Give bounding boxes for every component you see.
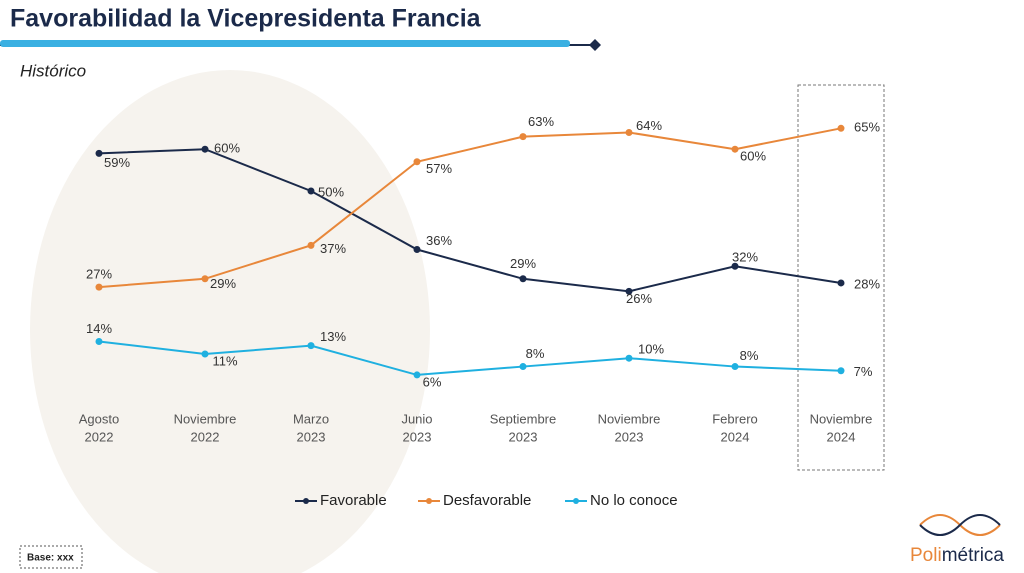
logo: Polimétrica (910, 545, 1004, 566)
point (413, 371, 421, 379)
value-label: 8% (740, 348, 759, 363)
x-tick-label: 2022 (85, 429, 114, 444)
x-tick-label: 2023 (615, 429, 644, 444)
point (625, 128, 633, 136)
value-label: 64% (636, 118, 662, 133)
value-label: 50% (318, 184, 344, 199)
point (201, 350, 209, 358)
point (201, 275, 209, 283)
value-label: 8% (526, 346, 545, 361)
point (201, 145, 209, 153)
x-tick-label: Noviembre (810, 411, 873, 426)
value-label: 6% (423, 374, 442, 389)
point (625, 287, 633, 295)
value-label: 26% (626, 291, 652, 306)
value-label: 29% (510, 256, 536, 271)
chart-title: Favorabilidad la Vicepresidenta Francia (10, 5, 482, 33)
value-label: 65% (854, 120, 880, 135)
value-label: 7% (854, 364, 873, 379)
value-label: 63% (528, 114, 554, 129)
x-tick-label: Junio (401, 411, 432, 426)
value-label: 11% (212, 353, 237, 368)
logo-part: métrica (942, 545, 1005, 566)
value-label: 60% (740, 149, 766, 164)
x-tick-label: Noviembre (598, 411, 661, 426)
title-bar (0, 40, 570, 47)
point (307, 342, 315, 350)
x-tick-label: 2023 (297, 429, 326, 444)
chart-subtitle: Histórico (20, 61, 86, 80)
point (95, 337, 103, 345)
x-tick-label: Febrero (712, 411, 758, 426)
value-label: 60% (214, 141, 240, 156)
value-label: 57% (426, 161, 452, 176)
point (519, 363, 527, 371)
x-tick-label: Agosto (79, 411, 119, 426)
x-tick-label: 2022 (191, 429, 220, 444)
x-tick-label: Noviembre (174, 411, 237, 426)
series-line (98, 340, 842, 376)
point (307, 187, 315, 195)
point (95, 283, 103, 291)
legend-label: No lo conoce (590, 492, 678, 509)
background-figure (30, 70, 430, 573)
base-note: Base: xxx (27, 553, 74, 564)
value-label: 37% (320, 241, 346, 256)
value-label: 59% (104, 155, 130, 170)
value-label: 36% (426, 233, 452, 248)
point (519, 275, 527, 283)
value-label: 13% (320, 329, 346, 344)
point (307, 241, 315, 249)
legend-marker (426, 498, 432, 504)
x-tick-label: 2023 (509, 429, 538, 444)
point (837, 124, 845, 132)
x-tick-label: 2023 (403, 429, 432, 444)
point (95, 149, 103, 157)
point (731, 262, 739, 270)
value-label: 32% (732, 250, 758, 265)
legend-marker (573, 498, 579, 504)
point (731, 363, 739, 371)
x-tick-label: Septiembre (490, 411, 556, 426)
series-line (98, 127, 842, 289)
logo-part: Poli (910, 545, 942, 566)
legend-marker (303, 498, 309, 504)
point (519, 133, 527, 141)
title-diamond (589, 39, 601, 51)
point (413, 246, 421, 254)
value-label: 28% (854, 276, 880, 291)
value-label: 14% (86, 321, 112, 336)
value-label: 29% (210, 276, 236, 291)
value-label: 27% (86, 267, 112, 282)
point (625, 354, 633, 362)
legend-label: Favorable (320, 492, 387, 509)
point (837, 367, 845, 375)
x-tick-label: 2024 (827, 429, 856, 444)
point (731, 145, 739, 153)
base-box (19, 545, 83, 569)
x-tick-label: Marzo (293, 411, 329, 426)
logo-wave (919, 514, 1001, 536)
point (413, 158, 421, 166)
x-tick-label: 2024 (721, 429, 750, 444)
highlight-box (797, 84, 885, 471)
legend-label: Desfavorable (443, 492, 531, 509)
point (837, 279, 845, 287)
value-label: 10% (638, 342, 664, 357)
series-line (98, 148, 842, 293)
